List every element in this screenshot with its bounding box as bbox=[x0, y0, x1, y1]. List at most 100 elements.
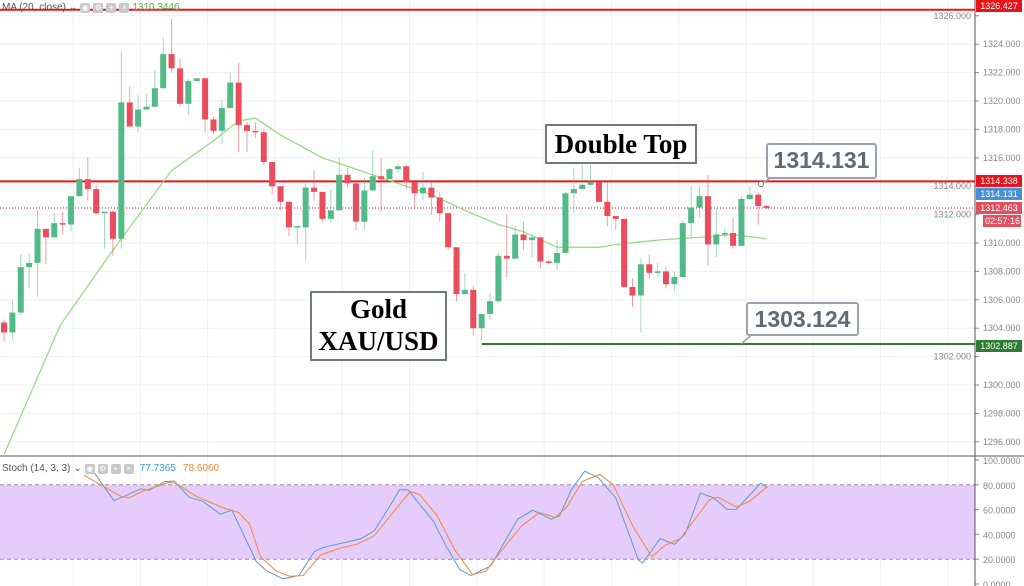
bar-countdown: 02:57:16 bbox=[983, 215, 1021, 227]
candle-down bbox=[126, 102, 133, 127]
candle-up bbox=[193, 78, 200, 82]
ma-value: 1310.3446 bbox=[132, 2, 180, 13]
candle-down bbox=[629, 287, 636, 296]
stoch-band bbox=[0, 484, 975, 560]
candle-down bbox=[411, 181, 418, 194]
candle-up bbox=[487, 301, 494, 314]
high-price-tag: 1314.131 bbox=[976, 188, 1022, 200]
candle-up bbox=[738, 198, 745, 246]
candle-up bbox=[17, 267, 24, 313]
price-axis-label: 1310.000 bbox=[983, 238, 1021, 248]
settings-icon[interactable]: ⚙ bbox=[93, 2, 104, 13]
candle-down bbox=[470, 289, 477, 329]
candle-down bbox=[269, 162, 276, 187]
candle-down bbox=[428, 187, 435, 198]
candle-up bbox=[713, 234, 720, 245]
candle-down bbox=[503, 255, 510, 259]
last-price-tag: 1312.463 bbox=[976, 202, 1022, 214]
candle-down bbox=[595, 181, 602, 202]
candle-down bbox=[378, 176, 385, 180]
stoch-axis-label: 60.0000 bbox=[983, 506, 1016, 516]
plus-icon[interactable]: + bbox=[110, 463, 121, 474]
candle-down bbox=[93, 189, 100, 214]
candle-down bbox=[621, 218, 628, 288]
candle-up bbox=[218, 108, 225, 131]
candle-up bbox=[34, 228, 41, 263]
chevron-down-icon[interactable]: ⌄ bbox=[68, 2, 78, 13]
candle-up bbox=[386, 169, 393, 180]
candle-up bbox=[570, 189, 577, 194]
price-axis-label: 1322.000 bbox=[983, 68, 1021, 78]
high-callout: 1314.131 bbox=[766, 143, 877, 179]
candle-up bbox=[369, 176, 376, 191]
candle-up bbox=[461, 289, 468, 295]
plus-icon[interactable]: + bbox=[106, 2, 117, 13]
candle-up bbox=[679, 223, 686, 278]
candle-up bbox=[336, 174, 343, 211]
candle-down bbox=[42, 228, 49, 238]
candle-down bbox=[109, 211, 116, 239]
candle-up bbox=[26, 262, 33, 268]
candle-down bbox=[210, 119, 217, 131]
close-icon[interactable]: × bbox=[123, 463, 134, 474]
price-axis-label: 1306.000 bbox=[983, 295, 1021, 305]
candle-down bbox=[537, 237, 544, 262]
chevron-down-icon[interactable]: ⌄ bbox=[73, 463, 82, 474]
stoch-axis-label: 20.0000 bbox=[983, 555, 1016, 565]
candle-up bbox=[394, 166, 401, 170]
double-top-label: Double Top bbox=[554, 129, 688, 159]
price-axis-label: 1324.000 bbox=[983, 39, 1021, 49]
eye-icon[interactable]: ◉ bbox=[84, 463, 95, 474]
candle-down bbox=[59, 223, 66, 225]
candle-up bbox=[512, 234, 519, 259]
close-icon[interactable]: × bbox=[119, 2, 130, 13]
candle-up bbox=[721, 233, 728, 235]
stoch-k-line bbox=[93, 470, 768, 580]
candle-up bbox=[68, 196, 75, 225]
price-axis-label: 1296.000 bbox=[983, 437, 1021, 447]
gold-label: Gold bbox=[349, 294, 408, 324]
candle-down bbox=[663, 271, 670, 285]
settings-icon[interactable]: ⚙ bbox=[97, 463, 108, 474]
stoch-legend-label: Stoch (14, 3, 3) bbox=[2, 463, 71, 474]
stoch-d-line bbox=[83, 473, 768, 577]
candle-up bbox=[294, 225, 301, 228]
candle-down bbox=[84, 179, 91, 190]
candle-down bbox=[244, 125, 251, 131]
candle-up bbox=[101, 211, 108, 214]
candle-down bbox=[445, 213, 452, 248]
stoch-axis-label: 80.0000 bbox=[983, 481, 1016, 491]
candle-up bbox=[478, 314, 485, 329]
candle-down bbox=[763, 206, 770, 209]
candle-up bbox=[746, 194, 753, 199]
ma-legend[interactable]: MA (20, close) ⌄ ◉ ⚙ + × 1310.3446 bbox=[2, 2, 180, 13]
resistance-price-tag: 1314.338 bbox=[976, 175, 1022, 187]
candle-down bbox=[202, 78, 209, 120]
high-callout-value: 1314.131 bbox=[773, 147, 870, 173]
candle-up bbox=[76, 179, 83, 197]
candle-up bbox=[528, 237, 535, 241]
support-price-tag: 1302.887 bbox=[976, 340, 1022, 352]
candle-down bbox=[352, 183, 359, 222]
stoch-axis-label: 40.0000 bbox=[983, 530, 1016, 540]
eye-icon[interactable]: ◉ bbox=[80, 2, 91, 13]
price-axis-label: 1298.000 bbox=[983, 408, 1021, 418]
price-axis-label: 1300.000 bbox=[983, 380, 1021, 390]
gold-annotation: Gold XAU/USD bbox=[310, 291, 447, 361]
candle-down bbox=[285, 201, 292, 228]
price-axis-label: 1312.000 bbox=[933, 210, 971, 220]
candle-up bbox=[51, 223, 58, 238]
candle-down bbox=[604, 201, 611, 217]
candle-up bbox=[495, 255, 502, 302]
candle-down bbox=[319, 191, 326, 219]
high-callout-anchor bbox=[758, 181, 764, 187]
candle-down bbox=[704, 196, 711, 245]
stoch-legend[interactable]: Stoch (14, 3, 3) ⌄ ◉ ⚙ + × 77.7365 78.60… bbox=[2, 463, 219, 474]
candle-down bbox=[520, 234, 527, 241]
price-axis-label: 1314.000 bbox=[933, 181, 971, 191]
candle-up bbox=[302, 187, 309, 228]
candle-down bbox=[730, 233, 737, 246]
candle-up bbox=[160, 54, 167, 89]
candle-down bbox=[252, 130, 259, 133]
